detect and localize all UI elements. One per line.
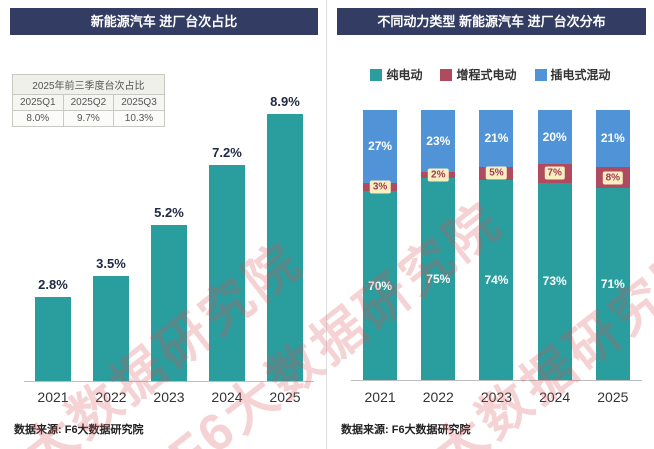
bar-group-2024: 7.2% — [198, 145, 256, 381]
quarter-table-value-q2: 9.7% — [62, 110, 115, 127]
bar-group-2025: 8.9% — [256, 94, 314, 381]
x-axis-label-2022: 2022 — [422, 389, 454, 405]
x-axis-label-2025: 2025 — [269, 389, 301, 405]
segment-插电式混动: 27% — [363, 110, 398, 183]
segment-纯电动: 74% — [479, 180, 514, 380]
segment-value-label: 8% — [602, 171, 624, 185]
segment-value-label: 75% — [426, 271, 451, 286]
quarter-table-header-q3: 2025Q3 — [113, 94, 165, 111]
legend-label: 插电式混动 — [550, 68, 611, 82]
legend-label: 纯电动 — [386, 68, 423, 82]
x-axis-label-2024: 2024 — [539, 389, 571, 405]
legend-item-插电式混动: 插电式混动 — [534, 66, 611, 83]
stack-group-2021: 27% 3% 70% — [351, 110, 409, 380]
segment-value-label: 3% — [369, 180, 391, 194]
stacked-bar-2024: 20% 7% 73% — [537, 110, 572, 380]
chart-legend: 纯电动 增程式电动 插电式混动 — [327, 66, 654, 83]
bar-group-2022: 3.5% — [82, 256, 140, 381]
segment-value-label: 21% — [600, 131, 625, 146]
bar-value-label: 7.2% — [212, 145, 242, 160]
segment-插电式混动: 21% — [479, 110, 514, 167]
legend-item-增程式电动: 增程式电动 — [440, 66, 517, 83]
segment-value-label: 20% — [542, 130, 567, 145]
right-stacked-bar-chart: 27% 3% 70% 23% 2% 75% 21% 5% 74% 20% 7% 73% 21% 8% 71% — [351, 110, 642, 381]
segment-插电式混动: 21% — [595, 110, 630, 167]
legend-swatch — [440, 68, 453, 81]
legend-item-纯电动: 纯电动 — [370, 66, 422, 83]
bar-2023 — [151, 225, 187, 381]
segment-value-label: 27% — [368, 139, 393, 154]
right-panel: 不同动力类型 新能源汽车 进厂台次分布 纯电动 增程式电动 插电式混动 27% 3% 7… — [327, 0, 654, 449]
segment-value-label: 73% — [542, 274, 567, 289]
left-panel: 新能源汽车 进厂台次占比 2025年前三季度台次占比 2025Q1 2025Q2… — [0, 0, 326, 449]
segment-插电式混动: 20% — [537, 110, 572, 165]
segment-增程式电动: 7% — [537, 164, 572, 183]
segment-增程式电动: 8% — [595, 166, 630, 189]
bar-2025 — [267, 114, 303, 381]
segment-value-label: 23% — [426, 134, 451, 149]
stack-group-2022: 23% 2% 75% — [409, 110, 467, 380]
stack-group-2024: 20% 7% 73% — [526, 110, 584, 380]
quarter-share-table: 2025年前三季度台次占比 2025Q1 2025Q2 2025Q3 8.0% … — [12, 74, 165, 127]
right-x-axis: 2021 2022 2023 2024 2025 — [351, 389, 642, 405]
bar-2024 — [209, 165, 245, 381]
x-axis-label-2021: 2021 — [364, 389, 396, 405]
bar-value-label: 8.9% — [270, 94, 300, 109]
bar-group-2023: 5.2% — [140, 205, 198, 381]
x-axis-label-2022: 2022 — [95, 389, 127, 405]
segment-增程式电动: 2% — [421, 168, 456, 182]
quarter-table-header-q2: 2025Q2 — [62, 94, 115, 111]
bar-value-label: 2.8% — [38, 277, 68, 292]
segment-纯电动: 73% — [537, 182, 572, 380]
legend-label: 增程式电动 — [456, 68, 517, 82]
bar-value-label: 5.2% — [154, 205, 184, 220]
x-axis-label-2024: 2024 — [211, 389, 243, 405]
x-axis-label-2023: 2023 — [480, 389, 513, 405]
stacked-bar-2025: 21% 8% 71% — [595, 110, 630, 380]
left-bar-chart: 2.8% 3.5% 5.2% 7.2% 8.9% — [24, 82, 314, 382]
quarter-table-value-q3: 10.3% — [113, 110, 165, 127]
segment-纯电动: 75% — [421, 177, 456, 380]
segment-value-label: 71% — [600, 277, 625, 292]
stack-group-2025: 21% 8% 71% — [584, 110, 642, 380]
quarter-table-header-q1: 2025Q1 — [12, 94, 64, 111]
panel-divider — [326, 0, 327, 449]
segment-value-label: 7% — [544, 166, 565, 180]
legend-swatch — [534, 68, 547, 81]
segment-纯电动: 70% — [363, 191, 398, 380]
x-axis-label-2025: 2025 — [597, 389, 629, 405]
legend-swatch — [370, 68, 383, 81]
bar-value-label: 3.5% — [96, 256, 126, 271]
bar-2021 — [35, 297, 71, 381]
stacked-bar-2023: 21% 5% 74% — [479, 110, 514, 380]
stacked-bar-2021: 27% 3% 70% — [363, 110, 398, 380]
bar-group-2021: 2.8% — [24, 277, 82, 381]
segment-value-label: 5% — [486, 166, 507, 180]
stack-group-2023: 21% 5% 74% — [467, 110, 525, 380]
segment-纯电动: 71% — [595, 188, 630, 380]
segment-增程式电动: 3% — [363, 180, 398, 194]
segment-value-label: 70% — [368, 278, 393, 293]
right-source-note: 数据来源: F6大数据研究院 — [341, 424, 471, 436]
segment-增程式电动: 5% — [479, 166, 514, 181]
left-x-axis: 2021 2022 2023 2024 2025 — [24, 389, 314, 405]
stacked-bar-2022: 23% 2% 75% — [421, 110, 456, 380]
left-panel-title: 新能源汽车 进厂台次占比 — [10, 8, 318, 35]
x-axis-label-2021: 2021 — [37, 389, 69, 405]
right-panel-title: 不同动力类型 新能源汽车 进厂台次分布 — [337, 8, 646, 35]
bar-2022 — [93, 276, 129, 381]
segment-插电式混动: 23% — [421, 110, 456, 173]
segment-value-label: 21% — [484, 131, 509, 146]
left-source-note: 数据来源: F6大数据研究院 — [14, 424, 144, 436]
segment-value-label: 74% — [484, 273, 509, 288]
x-axis-label-2023: 2023 — [153, 389, 185, 405]
quarter-table-title: 2025年前三季度台次占比 — [12, 74, 165, 95]
quarter-table-value-q1: 8.0% — [12, 110, 64, 127]
segment-value-label: 2% — [428, 168, 449, 182]
